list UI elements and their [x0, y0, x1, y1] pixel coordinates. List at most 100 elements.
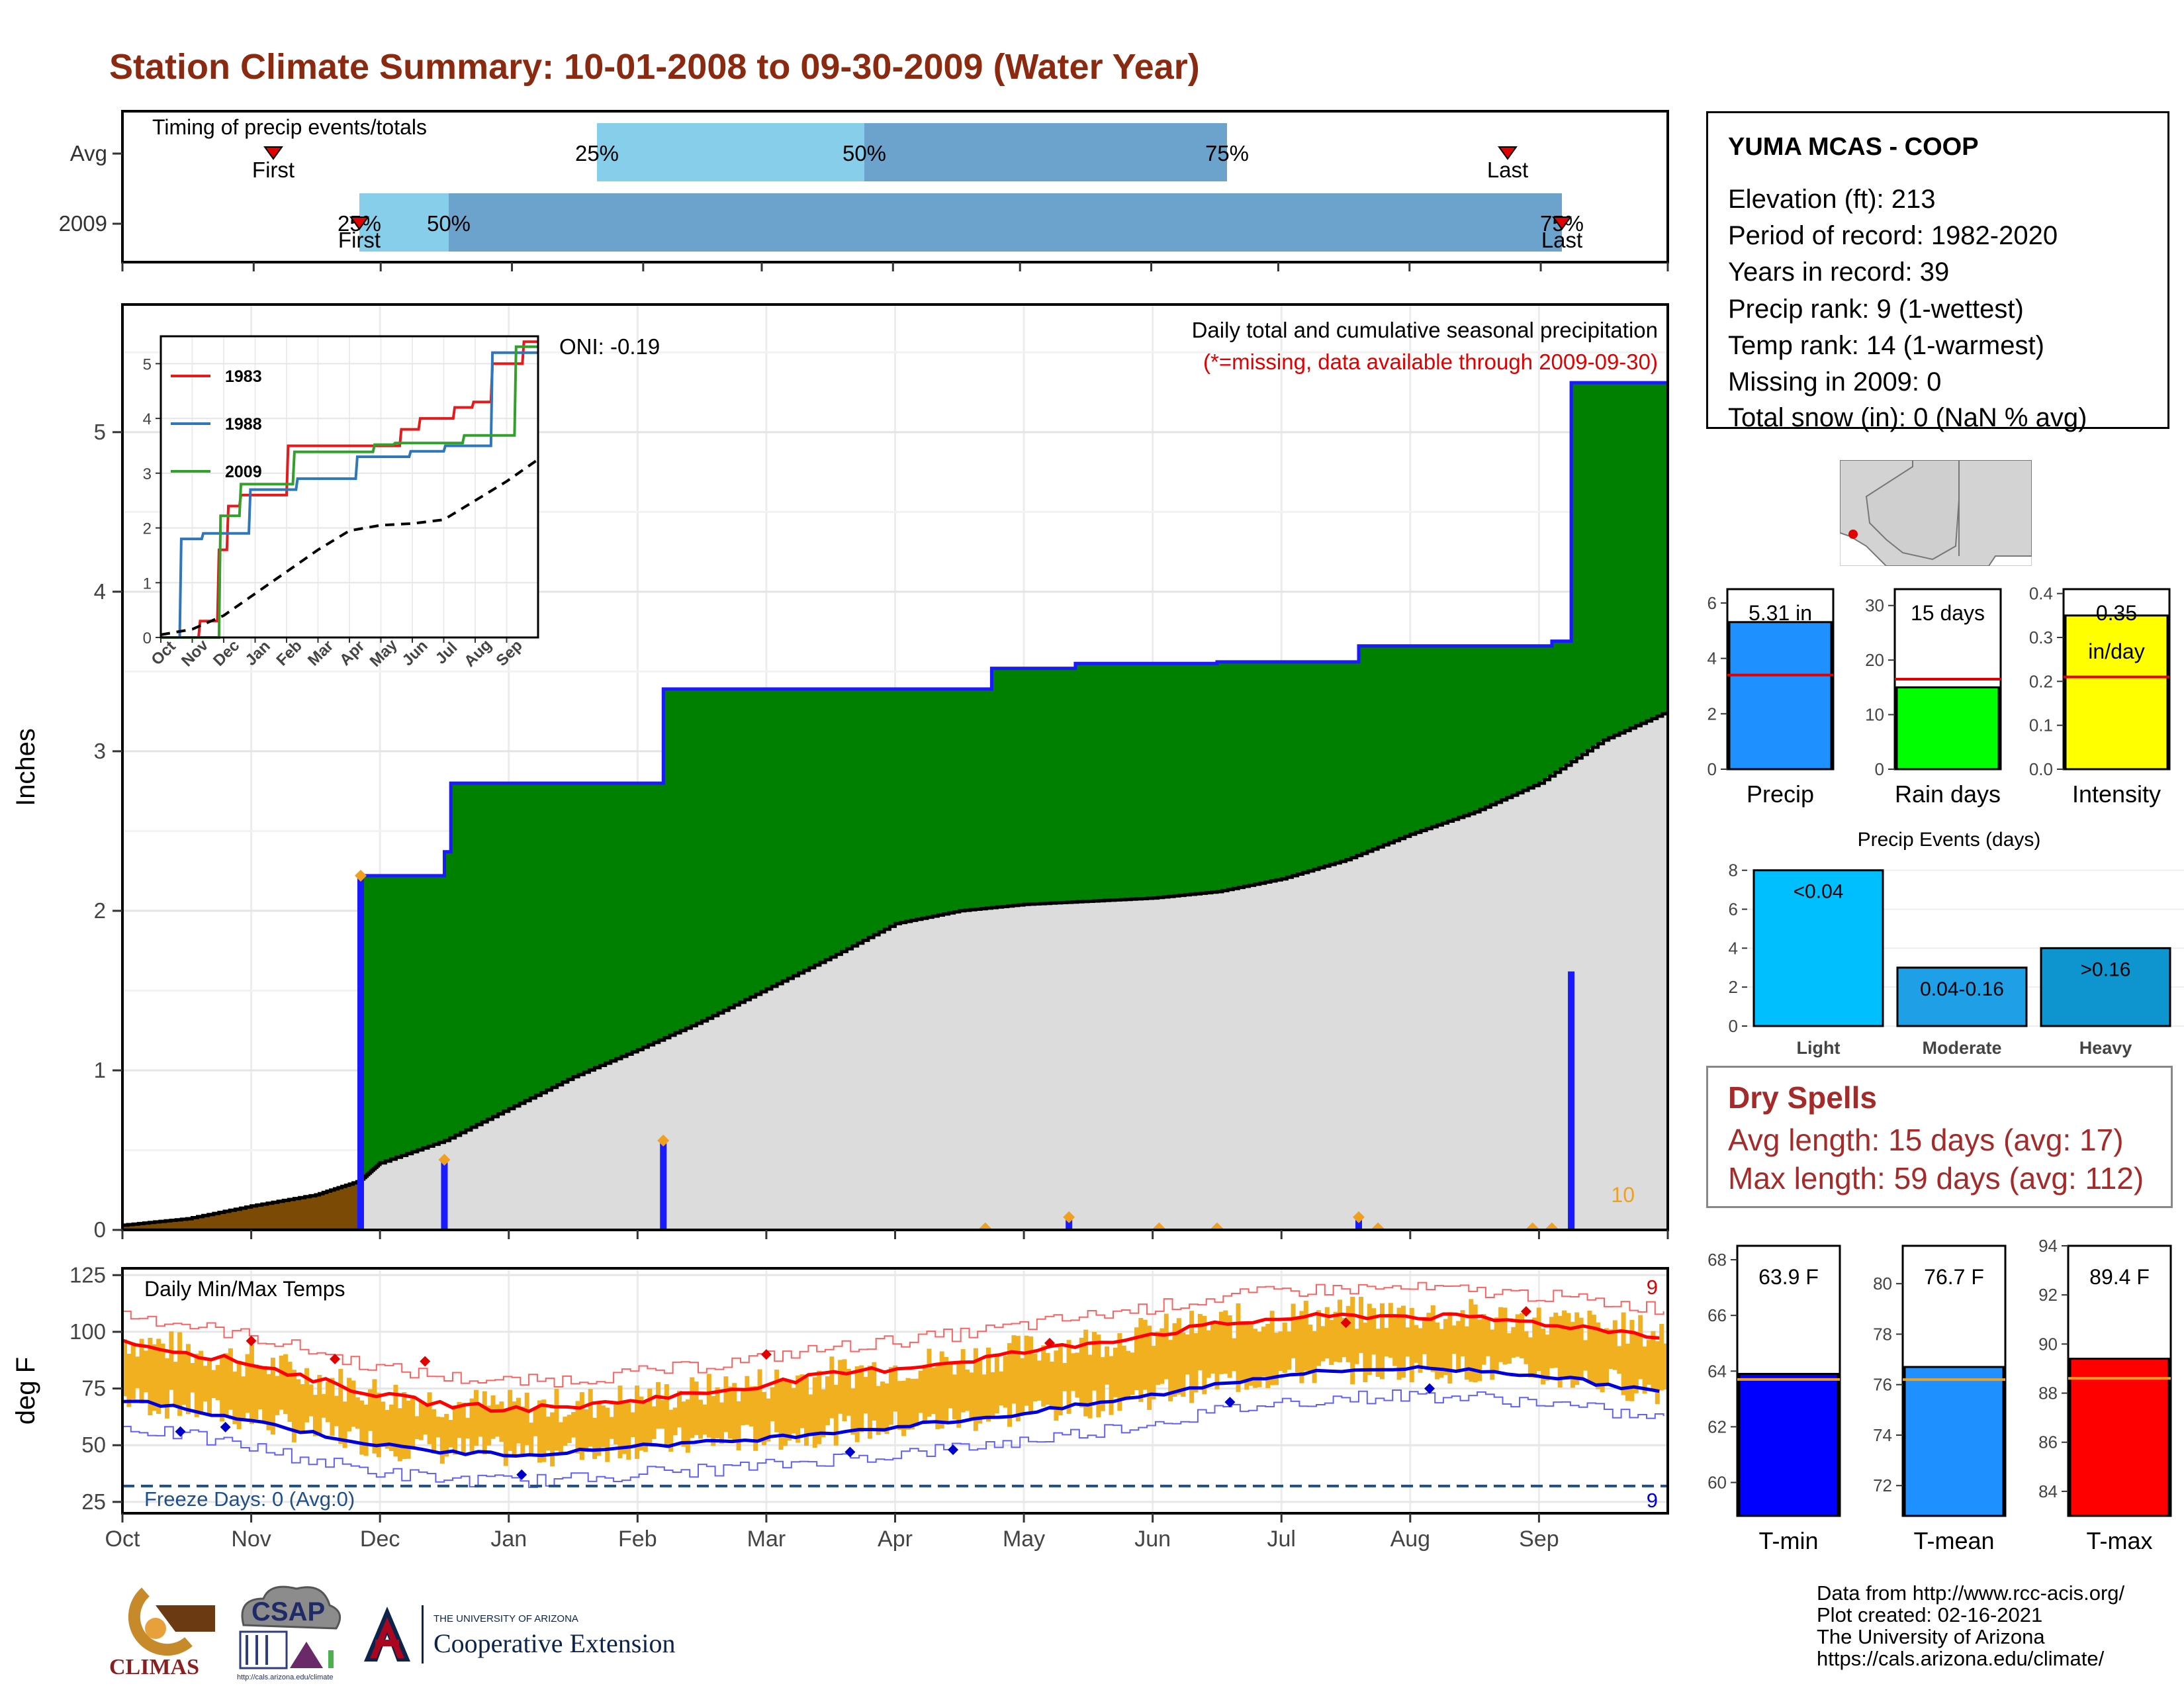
temp-x-tick-label: Nov [231, 1526, 271, 1552]
summary-bar-intensity: 0.0 0.1 0.2 0.3 0.4 0.35 in/day Intensity [2029, 584, 2171, 808]
summary-bar-tick-label: 80 [1873, 1274, 1892, 1293]
daily-temp-bar [935, 1363, 940, 1429]
summary-bar-label: Precip [1747, 780, 1814, 808]
daily-temp-bar [393, 1385, 398, 1457]
daily-temp-bar [715, 1387, 720, 1438]
daily-temp-bar [1502, 1307, 1508, 1365]
daily-temp-bar [287, 1362, 293, 1423]
daily-temp-bar [1574, 1312, 1580, 1385]
daily-temp-bar [206, 1359, 212, 1416]
corner-count: 10 [1611, 1183, 1635, 1207]
csap-logo[interactable]: CSAP http://cals.arizona.edu/climate [230, 1579, 349, 1685]
daily-temp-bar [376, 1393, 381, 1458]
daily-temp-bar [694, 1382, 699, 1435]
daily-temp-bar [753, 1385, 758, 1451]
daily-precip-bar [441, 1159, 448, 1230]
climas-logo[interactable]: CLIMAS [109, 1585, 222, 1679]
daily-temp-bar [439, 1417, 445, 1464]
daily-temp-bar [1629, 1319, 1635, 1401]
daily-temp-bar [571, 1412, 576, 1438]
summary-bar-tick-label: 4 [1707, 649, 1717, 669]
daily-temp-bar [414, 1416, 420, 1440]
record-high-marker [330, 1354, 341, 1365]
events-bar [2040, 947, 2171, 1027]
credit-line-university: The University of Arizona [1817, 1625, 2045, 1648]
daily-temp-bar [1278, 1331, 1283, 1372]
daily-temp-bar [600, 1405, 606, 1448]
daily-temp-bar [698, 1399, 704, 1439]
daily-temp-bar [999, 1371, 1004, 1406]
timing-avg-last: Last [1487, 158, 1528, 182]
daily-temp-bar [1524, 1331, 1529, 1364]
daily-temp-bar [249, 1344, 254, 1425]
observed-surplus-area [360, 383, 1668, 1181]
daily-temp-bar [304, 1368, 310, 1423]
daily-precip-bar [1355, 1217, 1362, 1230]
daily-temp-bar [1269, 1311, 1275, 1385]
daily-temp-bar [1621, 1312, 1626, 1395]
daily-temp-bar [639, 1396, 644, 1451]
daily-temp-bar [965, 1369, 970, 1411]
daily-temp-bar [664, 1384, 669, 1446]
daily-temp-bar [1604, 1328, 1610, 1385]
daily-temp-bar [817, 1370, 822, 1444]
summary-bar-label: Rain days [1895, 780, 2001, 808]
precip-y-tick-label: 0 [94, 1217, 106, 1242]
daily-temp-bar [1041, 1345, 1046, 1407]
daily-temp-bar [469, 1398, 475, 1452]
ua-cooperative-extension-logo[interactable]: THE UNIVERSITY OF ARIZONA Cooperative Ex… [361, 1605, 745, 1665]
summary-bar-tick-label: 84 [2038, 1481, 2058, 1501]
daily-temp-bar [143, 1350, 148, 1393]
temp-y-tick-label: 100 [69, 1319, 106, 1344]
climas-logo-graphic [128, 1587, 215, 1656]
daily-temp-bar [1392, 1315, 1398, 1366]
daily-temp-bar [185, 1344, 191, 1415]
timing-heading: Timing of precip events/totals [152, 115, 427, 139]
daily-temp-bar [927, 1348, 932, 1417]
precip-y-tick-label: 2 [94, 898, 106, 923]
timing-2009-first: First [338, 228, 381, 252]
daily-temp-bar [579, 1392, 584, 1460]
temp-x-tick-label: Apr [878, 1526, 913, 1552]
daily-temp-bar [1426, 1313, 1432, 1367]
daily-temp-bar [296, 1379, 301, 1433]
summary-bar-fill [1903, 1366, 2005, 1517]
daily-temp-bar [1066, 1340, 1071, 1414]
daily-temp-bar [1617, 1346, 1622, 1374]
daily-temp-bar [177, 1332, 183, 1416]
timing-avg-first-marker [263, 146, 283, 160]
summary-bar-tick-label: 72 [1873, 1476, 1892, 1495]
daily-temp-bar [876, 1385, 881, 1435]
daily-temp-bar [960, 1349, 966, 1413]
daily-temp-bar [1447, 1312, 1453, 1384]
inset-legend-label: 1983 [225, 367, 262, 386]
precip-y-tick-label: 5 [94, 420, 106, 444]
daily-temp-bar [418, 1401, 424, 1440]
daily-temp-bar [702, 1404, 707, 1435]
summary-bar-tick-label: 78 [1873, 1324, 1892, 1344]
daily-temp-bar [397, 1408, 402, 1462]
daily-temp-bar [503, 1409, 508, 1466]
daily-temp-bar [1494, 1317, 1499, 1373]
daily-precip-marker [1210, 1222, 1223, 1230]
inset-series-line [160, 458, 539, 636]
summary-bar-t-mean: 72 74 76 78 80 76.7 F T-mean [1873, 1244, 2007, 1554]
daily-temp-bar [169, 1331, 174, 1390]
daily-temp-bar [156, 1338, 161, 1414]
timing-avg-p75: 75% [1205, 141, 1249, 165]
timing-avg-first: First [252, 158, 295, 182]
daily-temp-bar [1138, 1317, 1144, 1402]
daily-temp-bar [1181, 1332, 1186, 1397]
daily-temp-bar [952, 1374, 957, 1420]
daily-temp-bar [1079, 1337, 1084, 1408]
daily-temp-bar [554, 1389, 559, 1451]
daily-temp-bar [1189, 1311, 1195, 1403]
daily-temp-bar [1405, 1327, 1410, 1357]
daily-temp-bar [478, 1406, 483, 1437]
daily-temp-bar [660, 1399, 665, 1429]
temp-heading: Daily Min/Max Temps [144, 1277, 345, 1301]
daily-temp-bar [1261, 1327, 1266, 1377]
summary-bar-tick-label: 20 [1865, 650, 1884, 670]
daily-temp-bar [461, 1403, 466, 1454]
daily-temp-bar [1583, 1340, 1588, 1371]
